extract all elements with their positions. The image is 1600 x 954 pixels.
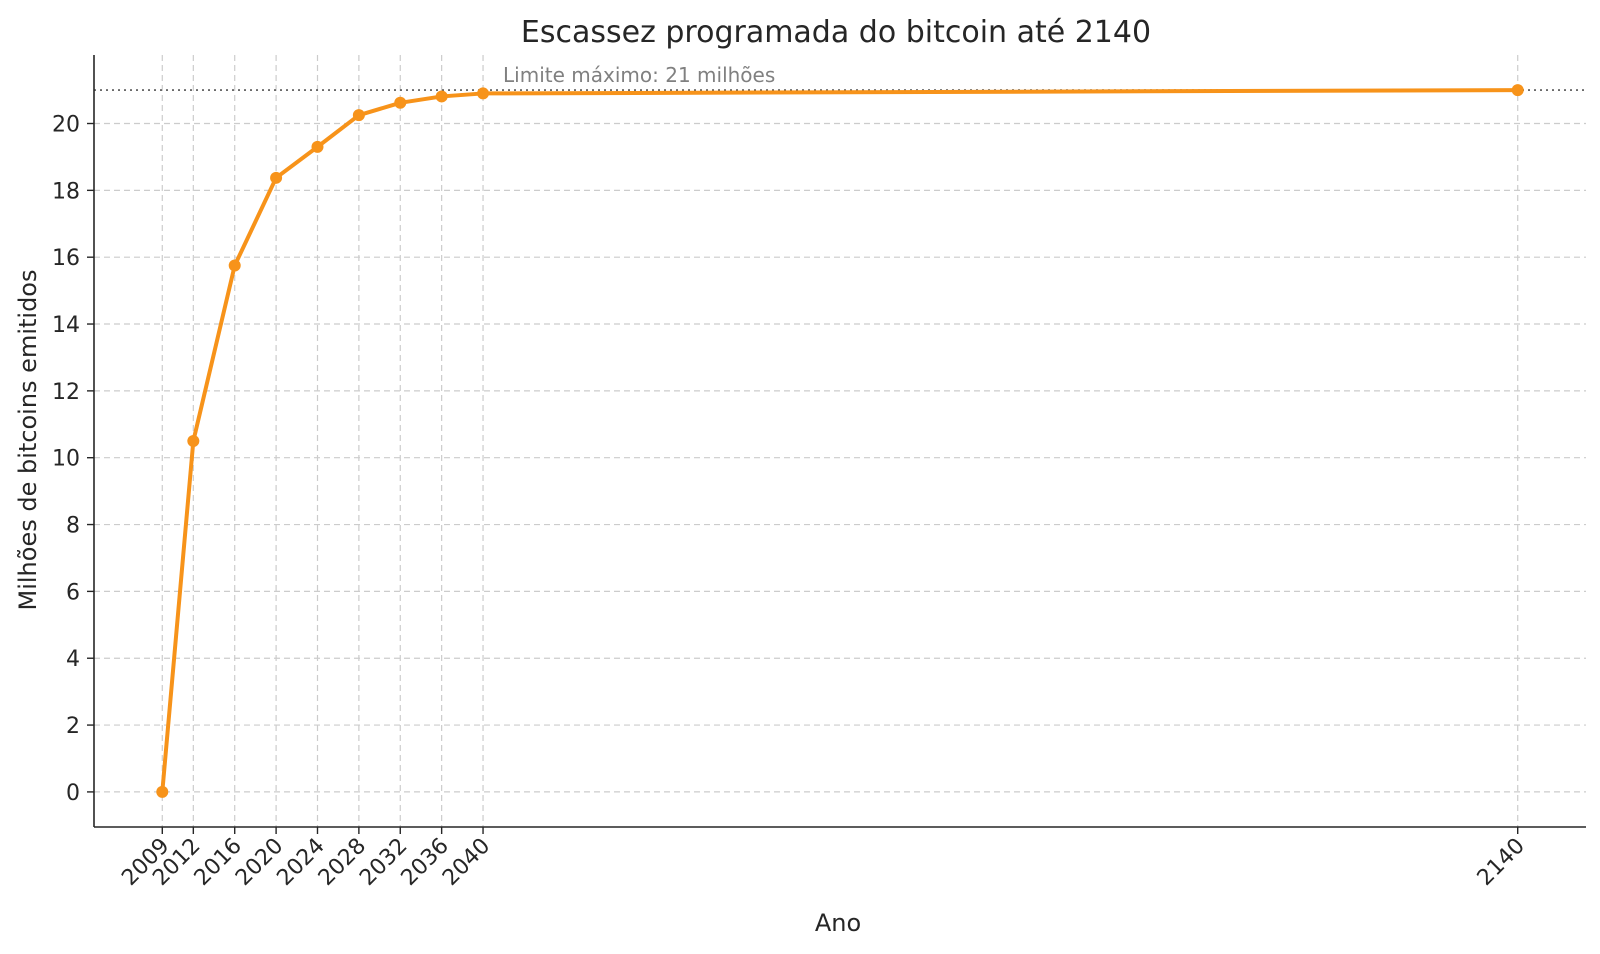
data-point [352,109,365,122]
y-tick-label: 6 [66,580,80,605]
x-tick-label: 2036 [397,834,454,891]
y-tick-label: 18 [52,179,80,204]
x-tick-label: 2024 [272,834,329,891]
y-tick-label: 16 [52,246,80,271]
y-tick-label: 10 [52,447,80,472]
x-tick-label: 2040 [438,834,495,891]
x-axis-label: Ano [815,909,861,937]
chart-title: Escassez programada do bitcoin até 2140 [521,15,1151,50]
y-tick-label: 2 [66,714,80,739]
series-line [160,88,1518,793]
data-point [270,171,283,184]
y-tick-label: 4 [66,647,80,672]
y-tick-label: 8 [66,514,80,539]
data-point [394,96,407,109]
data-point [477,87,490,100]
series [156,84,1524,798]
data-point [187,435,200,447]
data-point [435,90,448,103]
y-tick-label: 14 [52,313,80,338]
y-tick-label: 12 [52,380,80,405]
y-axis-label: Milhões de bitcoins emitidos [14,270,42,611]
axes [93,55,1586,828]
y-ticks: 0 2 4 6 8 10 12 14 16 18 20 [52,113,94,806]
data-point [311,140,324,153]
x-tick-label: 2016 [190,834,247,891]
x-tick-label: 2028 [314,834,371,891]
data-point [156,785,169,798]
y-tick-label: 0 [66,781,80,806]
y-tick-label: 20 [52,113,80,138]
x-tick-label: 2020 [231,834,288,891]
x-tick-label: 2140 [1473,834,1530,891]
data-point [1511,84,1524,97]
x-tick-label: 2032 [355,834,412,891]
data-point [228,259,241,272]
grid [94,55,1586,827]
max-supply-label: Limite máximo: 21 milhões [503,63,775,87]
